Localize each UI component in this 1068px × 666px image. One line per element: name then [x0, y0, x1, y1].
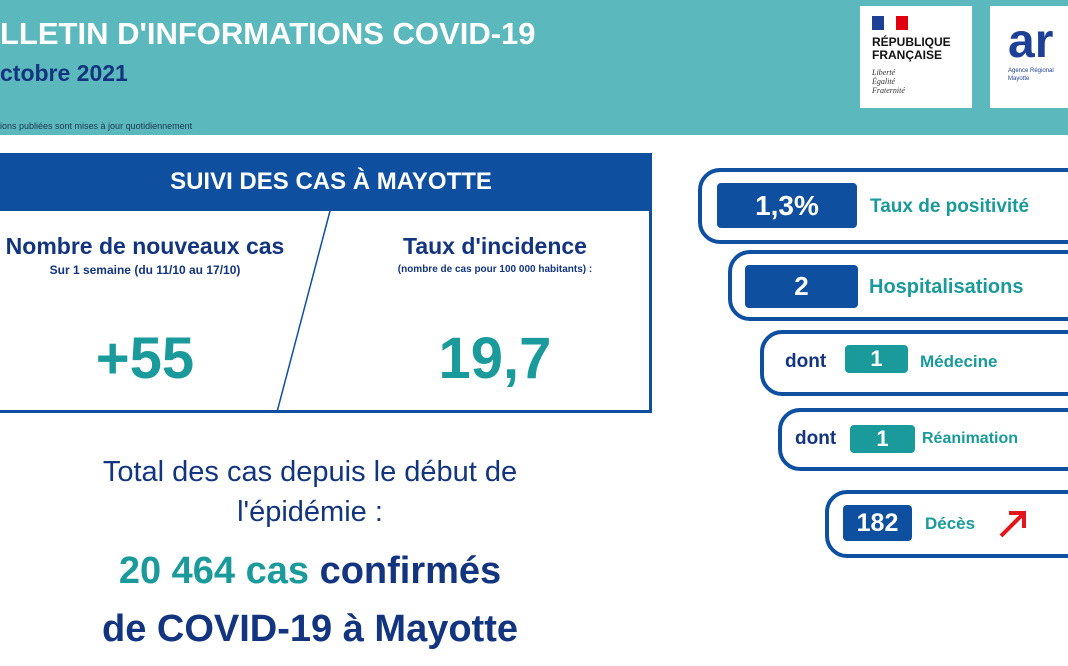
incidence-value: 19,7	[438, 326, 552, 391]
up-arrow	[999, 511, 1026, 538]
indicator-label: Hospitalisations	[869, 276, 1024, 298]
ars-text: Agence Régional	[1008, 68, 1054, 74]
total-count: 20 464 cas	[118, 550, 309, 592]
new-cases-value: +55	[95, 326, 195, 391]
new-cases-label: Nombre de nouveaux cas	[5, 233, 285, 259]
title: LLETIN D'INFORMATIONS COVID-19	[0, 16, 536, 51]
total-line2: de COVID-19 à Mayotte	[102, 608, 518, 650]
indicator-value: 1,3%	[717, 183, 857, 228]
divider	[276, 210, 331, 413]
incidence-sub: (nombre de cas pour 100 000 habitants) :	[397, 264, 593, 275]
indicator-value: 1	[850, 425, 915, 453]
indicator	[760, 330, 1068, 396]
logo-rf: RÉPUBLIQUE FRANÇAISE Liberté Égalité Fra…	[860, 6, 972, 108]
indicator-value: 2	[745, 265, 858, 308]
indicator	[778, 408, 1068, 471]
date: ctobre 2021	[0, 60, 128, 86]
indicator-value: 182	[843, 505, 912, 541]
flag	[872, 16, 908, 30]
total-intro: Total des cas depuis le début de l'épidé…	[102, 456, 518, 528]
indicator-label: Médecine	[920, 352, 998, 371]
motto: Égalité	[872, 77, 896, 86]
indicator-label: Décès	[925, 514, 976, 533]
indicator-prefix: dont	[795, 428, 837, 449]
total-line: 20 464 cas confirmés	[20, 550, 600, 593]
ars-mark: ar	[1008, 15, 1054, 68]
suivi-title: SUIVI DES CAS À MAYOTTE	[0, 153, 652, 211]
motto: Fraternité	[872, 86, 905, 95]
indicator-label: Taux de positivité	[870, 196, 1030, 217]
logo-ars: ar Agence Régional Mayotte	[990, 6, 1068, 108]
new-cases-sub: Sur 1 semaine (du 11/10 au 17/10)	[49, 263, 241, 277]
rf-name: RÉPUBLIQUE FRANÇAISE	[872, 35, 951, 62]
incidence-label: Taux d'incidence	[403, 233, 587, 259]
ars-region: Mayotte	[1008, 76, 1030, 82]
note: ions publiées sont mises à jour quotidie…	[0, 121, 193, 131]
indicator-prefix: dont	[785, 351, 827, 372]
total-line1: confirmés	[319, 550, 502, 592]
motto: Liberté	[872, 68, 896, 77]
indicator-value: 1	[845, 345, 908, 373]
rf-motto: Liberté Égalité Fraternité	[872, 68, 905, 95]
indicator-label: Réanimation	[922, 430, 1019, 447]
